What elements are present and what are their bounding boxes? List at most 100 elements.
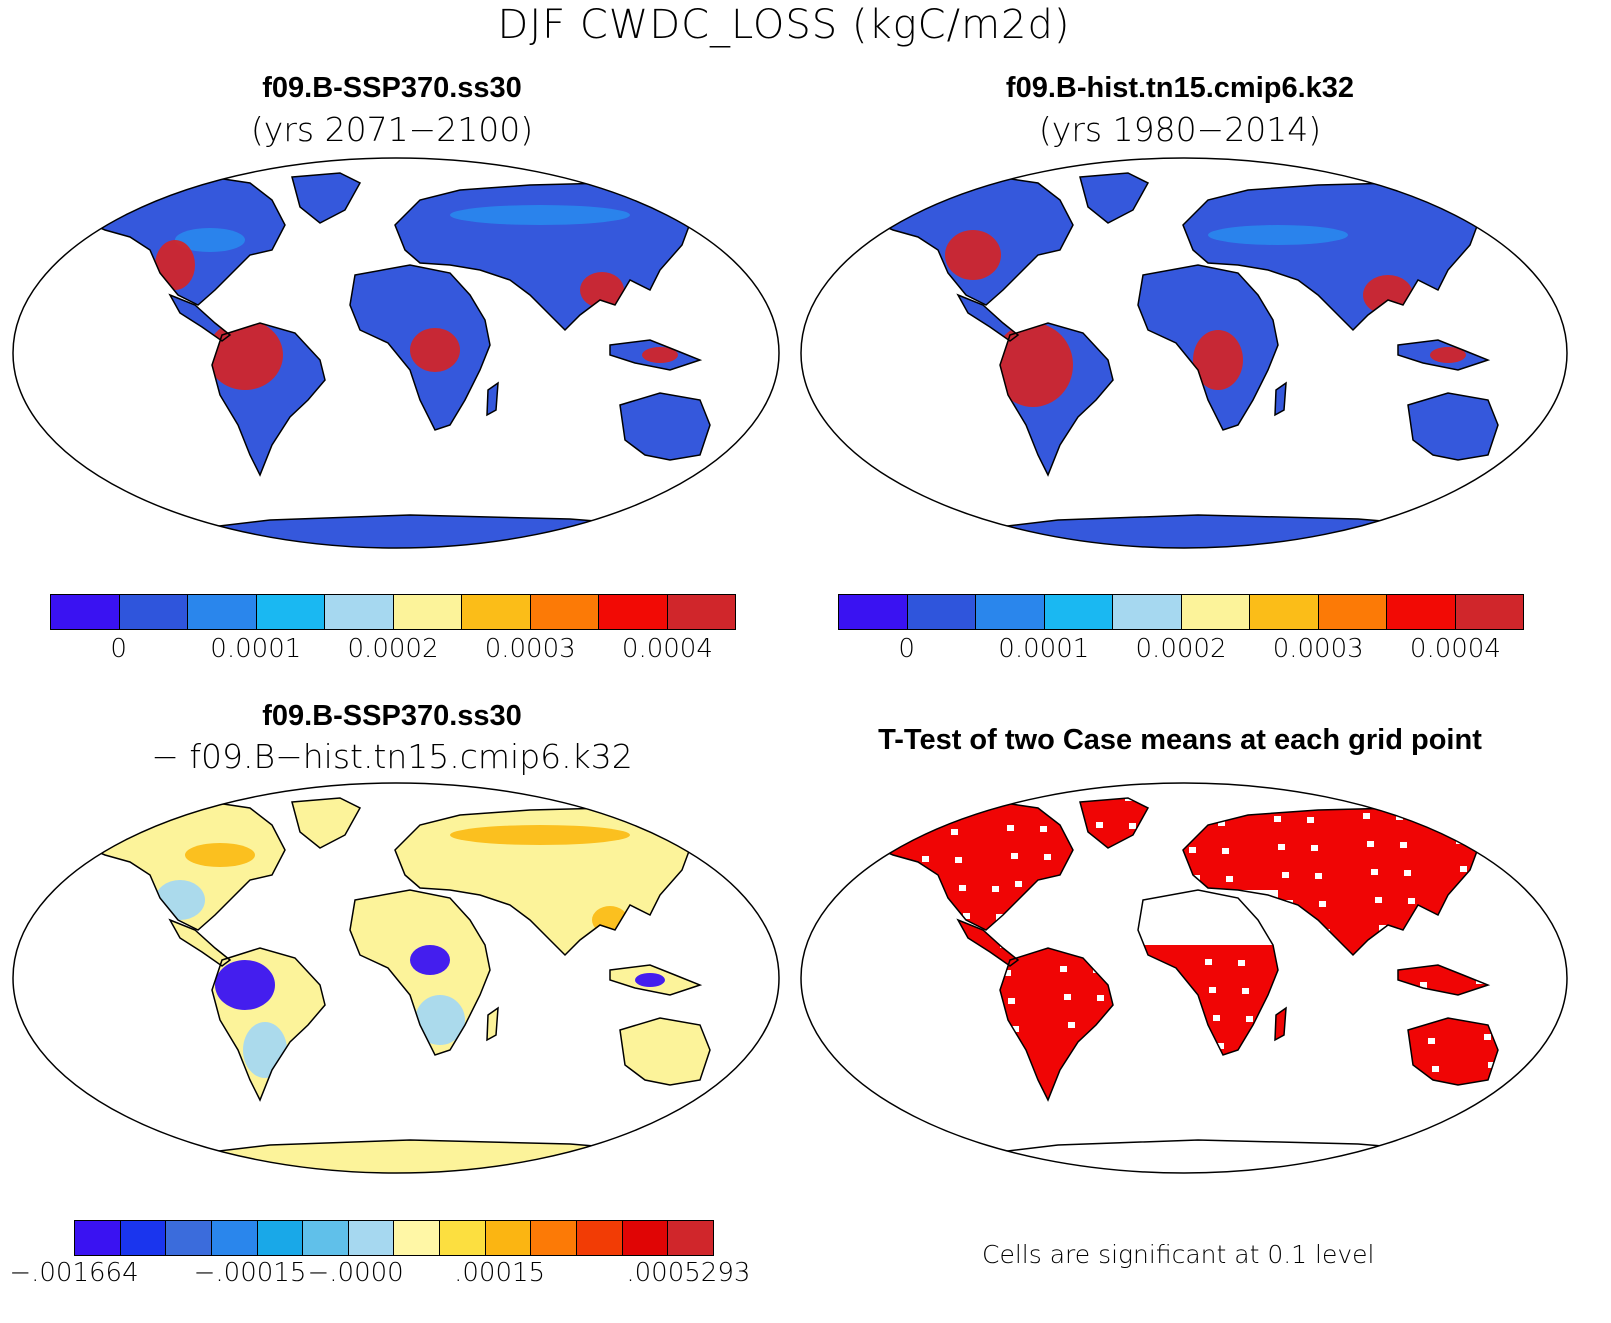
insignificant-cell [1315, 873, 1322, 879]
insignificant-cell [999, 1165, 1006, 1171]
colorbar-difference [74, 1220, 714, 1256]
insignificant-cell [943, 1169, 950, 1175]
coastline-centralAmerica [168, 293, 232, 342]
colorbar-swatch [257, 1221, 304, 1255]
insignificant-cell [1096, 822, 1103, 828]
insignificant-cell [1448, 782, 1455, 788]
map-border [800, 157, 1568, 549]
field-region [450, 825, 630, 845]
insignificant-cell [1282, 872, 1289, 878]
insignificant-cell [842, 1088, 849, 1094]
coastline-madagascar [1274, 1006, 1287, 1042]
field-region [642, 347, 678, 363]
field-region [215, 960, 275, 1010]
colorbar-swatch [303, 1221, 349, 1255]
panel1-subtitle: (yrs 2071−2100) [250, 110, 534, 149]
coastline-greenland [291, 172, 362, 224]
insignificant-cell [1213, 1015, 1220, 1021]
colorbar-swatch [1181, 595, 1250, 629]
insignificant-cell [802, 808, 809, 814]
insignificant-cell [1218, 820, 1225, 826]
insignificant-cell [1400, 842, 1407, 848]
map-border [800, 782, 1568, 1174]
colorbar-swatch [394, 1221, 441, 1255]
colorbar-swatch [1113, 595, 1182, 629]
field-region [415, 995, 465, 1045]
colorbar-swatch [531, 1221, 578, 1255]
insignificant-cell [963, 913, 970, 919]
insignificant-cell [1504, 1174, 1511, 1176]
colorbar-swatch [1044, 595, 1113, 629]
colorbar-tick-label: 0.0004 [1409, 634, 1501, 664]
coastline-europeAsia [394, 807, 696, 957]
insignificant-cell [1379, 925, 1386, 931]
insignificant-cell [1375, 897, 1382, 903]
colorbar-swatch [348, 1221, 395, 1255]
map-ttest [798, 780, 1570, 1176]
field-region [635, 973, 665, 987]
insignificant-cell [955, 857, 962, 863]
colorbar-tick-label: −.0000 [307, 1258, 404, 1288]
coastline-greenland [1079, 172, 1150, 224]
insignificant-cell [1238, 960, 1245, 966]
panel3-title: f09.B-SSP370.ss30 [262, 700, 522, 732]
map-difference [12, 782, 780, 1174]
insignificant-cell [1222, 848, 1229, 854]
insignificant-cell [1032, 1166, 1039, 1172]
insignificant-cell [862, 832, 869, 838]
panel3-subtitle: − f09.B−hist.tn15.cmip6.k32 [151, 737, 633, 776]
insignificant-cell [1008, 998, 1015, 1004]
coastline-australia [1407, 392, 1499, 461]
insignificant-cell [1097, 995, 1104, 1001]
coastline-australia [619, 1017, 711, 1086]
coastline-europeAsia [1182, 182, 1484, 332]
insignificant-cell [1432, 1066, 1439, 1072]
coastline-southAmerica [211, 947, 326, 1102]
coastline-africa [1137, 264, 1279, 431]
colorbar-swatch [440, 1221, 486, 1255]
insignificant-cell [947, 801, 954, 807]
insignificant-cell [1557, 919, 1564, 925]
figure-title: DJF CWDC_LOSS (kgC/m2d) [497, 2, 1071, 48]
insignificant-cell [813, 1115, 820, 1121]
insignificant-cell [1452, 810, 1459, 816]
field-region [175, 228, 245, 252]
coastline-indonesia [1397, 964, 1491, 996]
insignificant-cell [1460, 866, 1467, 872]
field-region [207, 320, 283, 390]
panel2-subtitle: (yrs 1980−2014) [1038, 110, 1322, 149]
insignificant-cell [1359, 785, 1366, 791]
colorbar-tick-label: 0.0003 [484, 634, 576, 664]
insignificant-cell [1484, 1034, 1491, 1040]
colorbar-swatch [668, 1221, 713, 1255]
insignificant-cell [814, 892, 821, 898]
colorbar-swatch [1318, 595, 1387, 629]
insignificant-cell [1367, 841, 1374, 847]
insignificant-cell [914, 800, 921, 806]
insignificant-cell [922, 856, 929, 862]
insignificant-cell [959, 885, 966, 891]
insignificant-cell [798, 780, 805, 786]
field-region [1193, 330, 1243, 390]
colorbar-swatch [1250, 595, 1319, 629]
colorbar-swatch [51, 595, 120, 629]
colorbar-tick-label: 0.0001 [998, 634, 1090, 664]
coastline-africa [349, 264, 491, 431]
significance-note: Cells are significant at 0.1 level [982, 1240, 1375, 1269]
insignificant-cell [1549, 863, 1556, 869]
insignificant-cell [1007, 825, 1014, 831]
insignificant-cell [1481, 783, 1488, 789]
insignificant-cell [1569, 1003, 1570, 1009]
insignificant-cell [1129, 823, 1136, 829]
insignificant-cell [1392, 786, 1399, 792]
insignificant-cell [1371, 869, 1378, 875]
colorbar-swatch [839, 595, 908, 629]
insignificant-cell [1068, 1022, 1075, 1028]
insignificant-cell [1274, 816, 1281, 822]
colorbar-swatch [188, 595, 257, 629]
insignificant-cell [1011, 853, 1018, 859]
field-region [993, 323, 1073, 407]
insignificant-cell [1444, 1150, 1451, 1156]
colorbar-swatch [1455, 595, 1523, 629]
colorbar-swatch [211, 1221, 258, 1255]
